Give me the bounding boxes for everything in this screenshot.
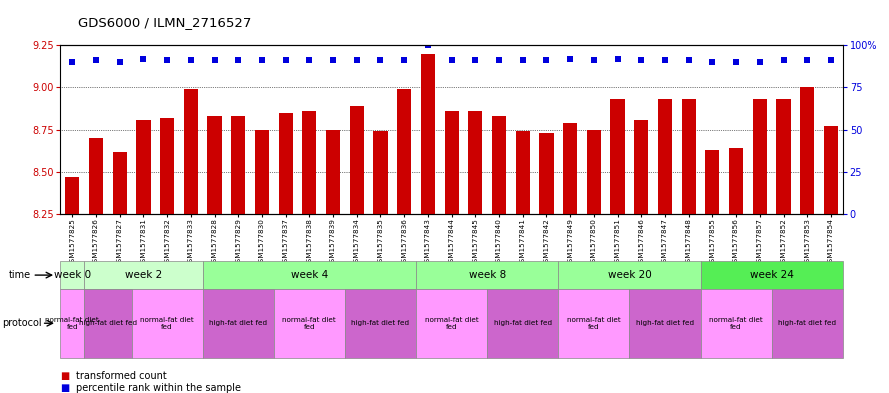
Text: normal-fat diet
fed: normal-fat diet fed: [140, 317, 194, 330]
Text: normal-fat diet
fed: normal-fat diet fed: [567, 317, 621, 330]
Bar: [184, 89, 198, 214]
Text: week 0: week 0: [53, 270, 91, 280]
Bar: [469, 111, 483, 214]
Text: high-fat diet fed: high-fat diet fed: [493, 320, 552, 326]
Text: week 20: week 20: [607, 270, 652, 280]
Point: [634, 57, 648, 64]
Bar: [278, 113, 292, 214]
Bar: [136, 119, 150, 214]
Text: high-fat diet fed: high-fat diet fed: [209, 320, 268, 326]
Text: week 4: week 4: [291, 270, 328, 280]
Point: [113, 59, 127, 65]
Point: [563, 55, 577, 62]
Bar: [420, 54, 435, 214]
Bar: [824, 126, 838, 214]
Text: normal-fat diet
fed: normal-fat diet fed: [283, 317, 336, 330]
Text: transformed count: transformed count: [76, 371, 167, 382]
Text: normal-fat diet
fed: normal-fat diet fed: [45, 317, 100, 330]
Text: percentile rank within the sample: percentile rank within the sample: [76, 383, 242, 393]
Text: high-fat diet fed: high-fat diet fed: [778, 320, 837, 326]
Point: [492, 57, 506, 64]
Bar: [349, 106, 364, 214]
Bar: [705, 150, 719, 214]
Bar: [255, 130, 269, 214]
Point: [658, 57, 672, 64]
Point: [349, 57, 364, 64]
Point: [278, 57, 292, 64]
Bar: [326, 130, 340, 214]
Point: [587, 57, 601, 64]
Bar: [444, 111, 459, 214]
Bar: [302, 111, 316, 214]
Point: [184, 57, 198, 64]
Text: week 2: week 2: [124, 270, 162, 280]
Bar: [587, 130, 601, 214]
Bar: [658, 99, 672, 214]
Point: [420, 42, 435, 48]
Bar: [492, 116, 506, 214]
Bar: [397, 89, 412, 214]
Point: [753, 59, 767, 65]
Text: high-fat diet fed: high-fat diet fed: [636, 320, 694, 326]
Text: high-fat diet fed: high-fat diet fed: [79, 320, 137, 326]
Point: [207, 57, 221, 64]
Bar: [516, 131, 530, 214]
Bar: [113, 152, 127, 214]
Text: time: time: [9, 270, 31, 280]
Bar: [540, 133, 554, 214]
Point: [611, 55, 625, 62]
Point: [729, 59, 743, 65]
Point: [231, 57, 245, 64]
Point: [469, 57, 483, 64]
Bar: [65, 177, 79, 214]
Point: [776, 57, 790, 64]
Text: ■: ■: [60, 383, 69, 393]
Bar: [682, 99, 696, 214]
Text: normal-fat diet
fed: normal-fat diet fed: [709, 317, 763, 330]
Point: [824, 57, 838, 64]
Point: [516, 57, 530, 64]
Bar: [634, 119, 648, 214]
Point: [160, 57, 174, 64]
Text: week 8: week 8: [469, 270, 506, 280]
Point: [682, 57, 696, 64]
Point: [89, 57, 103, 64]
Point: [326, 57, 340, 64]
Bar: [231, 116, 245, 214]
Text: protocol: protocol: [2, 318, 42, 328]
Point: [444, 57, 459, 64]
Point: [65, 59, 79, 65]
Text: ■: ■: [60, 371, 69, 382]
Bar: [89, 138, 103, 214]
Bar: [729, 148, 743, 214]
Bar: [611, 99, 625, 214]
Point: [136, 55, 150, 62]
Bar: [373, 131, 388, 214]
Text: GDS6000 / ILMN_2716527: GDS6000 / ILMN_2716527: [78, 17, 252, 29]
Point: [373, 57, 388, 64]
Point: [302, 57, 316, 64]
Point: [800, 57, 814, 64]
Point: [540, 57, 554, 64]
Text: week 24: week 24: [749, 270, 794, 280]
Point: [255, 57, 269, 64]
Bar: [160, 118, 174, 214]
Point: [705, 59, 719, 65]
Point: [397, 57, 412, 64]
Bar: [753, 99, 767, 214]
Text: normal-fat diet
fed: normal-fat diet fed: [425, 317, 478, 330]
Bar: [563, 123, 577, 214]
Bar: [776, 99, 790, 214]
Bar: [800, 87, 814, 214]
Text: high-fat diet fed: high-fat diet fed: [351, 320, 410, 326]
Bar: [207, 116, 221, 214]
